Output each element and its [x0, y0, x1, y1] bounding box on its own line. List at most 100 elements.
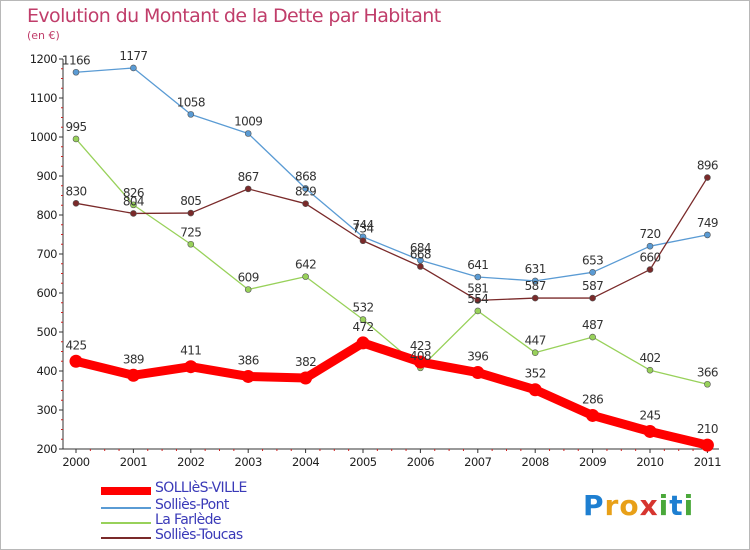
- data-point: [417, 263, 424, 270]
- data-label: 749: [697, 216, 718, 230]
- data-label: 684: [410, 241, 431, 255]
- chart-title: Evolution du Montant de la Dette par Hab…: [27, 5, 441, 27]
- chart-unit-label: (en €): [27, 29, 60, 42]
- data-label: 408: [410, 349, 431, 363]
- data-label: 554: [467, 292, 488, 306]
- legend-label: Solliès-Pont: [155, 497, 229, 513]
- data-label: 631: [525, 262, 546, 276]
- data-point: [704, 174, 711, 181]
- data-label: 668: [410, 247, 431, 261]
- data-point: [244, 286, 252, 293]
- x-tick-label: 2002: [177, 455, 204, 469]
- legend-swatch: [101, 537, 151, 539]
- data-label: 587: [525, 279, 546, 293]
- legend-label: La Farlède: [155, 512, 222, 528]
- y-tick-label: 600: [37, 286, 58, 300]
- logo-letter: i: [658, 489, 670, 522]
- data-point: [302, 200, 309, 207]
- data-point: [474, 297, 482, 304]
- logo-letter: r: [604, 489, 620, 522]
- x-tick-label: 2010: [636, 455, 663, 469]
- data-label: 830: [65, 184, 86, 198]
- data-label: 804: [123, 194, 144, 208]
- data-point: [646, 266, 654, 273]
- data-label: 725: [180, 225, 201, 239]
- data-label: 805: [180, 194, 201, 208]
- data-label: 447: [525, 334, 546, 348]
- data-point: [299, 371, 313, 385]
- y-tick-label: 400: [37, 364, 58, 378]
- data-label: 734: [352, 222, 373, 236]
- data-point: [72, 68, 80, 76]
- data-label: 868: [295, 169, 316, 183]
- x-tick-label: 2007: [464, 455, 491, 469]
- data-label: 609: [238, 270, 259, 284]
- data-labels-layer: 425 389 411 386 382 472 423 396 352 286 245 210 1166…: [62, 49, 719, 436]
- data-point: [531, 294, 539, 302]
- data-label: 1058: [177, 95, 205, 109]
- data-label: 487: [582, 318, 603, 332]
- x-tick-label: 2008: [522, 455, 549, 469]
- data-point: [359, 316, 367, 323]
- data-point: [69, 354, 83, 368]
- data-point: [589, 333, 596, 341]
- y-tick-label: 900: [37, 169, 58, 183]
- y-tick-label: 1200: [30, 52, 57, 66]
- logo-letter: P: [583, 489, 605, 522]
- logo-letter: i: [683, 489, 695, 522]
- data-label: 995: [65, 120, 86, 134]
- data-label: 826: [123, 186, 144, 200]
- y-tick-label: 500: [37, 325, 58, 339]
- data-label: 425: [65, 338, 86, 352]
- data-label: 472: [352, 320, 373, 334]
- y-tick-label: 1100: [30, 91, 57, 105]
- data-point: [646, 242, 654, 250]
- x-tick-label: 2001: [120, 455, 147, 469]
- data-label: 1166: [62, 53, 90, 67]
- data-point: [704, 380, 711, 388]
- data-label: 744: [352, 218, 373, 232]
- series-line: [75, 176, 709, 302]
- series-layer: [69, 64, 714, 452]
- data-label: 660: [639, 251, 660, 265]
- data-point: [589, 269, 596, 276]
- series-line: [75, 67, 709, 282]
- data-point: [531, 349, 539, 356]
- data-point: [302, 185, 309, 192]
- series-3: [72, 174, 711, 304]
- data-point: [528, 383, 542, 397]
- data-point: [184, 360, 198, 374]
- legend-swatch: [101, 487, 151, 495]
- x-tick-label: 2004: [292, 455, 319, 469]
- data-point: [586, 408, 600, 422]
- data-label: 382: [295, 355, 316, 369]
- data-label: 896: [697, 159, 718, 173]
- data-label: 653: [582, 253, 603, 267]
- y-tick-label: 700: [37, 247, 58, 261]
- series-0: [69, 336, 714, 452]
- data-point: [474, 307, 482, 315]
- data-point: [302, 273, 309, 280]
- y-tick-label: 300: [37, 403, 58, 417]
- legend-label: SOLLIèS-VILLE: [155, 480, 247, 496]
- data-point: [187, 111, 195, 118]
- data-point: [187, 240, 195, 248]
- data-point: [356, 336, 370, 350]
- data-label: 411: [180, 344, 201, 358]
- series-1: [72, 64, 711, 285]
- data-label: 423: [410, 339, 431, 353]
- data-point: [241, 369, 255, 383]
- data-point: [72, 200, 80, 207]
- data-point: [244, 130, 252, 137]
- data-label: 720: [639, 227, 660, 241]
- x-tick-label: 2011: [694, 455, 721, 469]
- data-label: 366: [697, 365, 718, 379]
- data-point: [531, 277, 539, 285]
- data-point: [589, 294, 596, 302]
- data-point: [704, 231, 711, 239]
- y-tick-label: 200: [37, 442, 58, 456]
- data-point: [126, 368, 140, 382]
- data-point: [130, 201, 137, 209]
- data-label: 642: [295, 258, 316, 272]
